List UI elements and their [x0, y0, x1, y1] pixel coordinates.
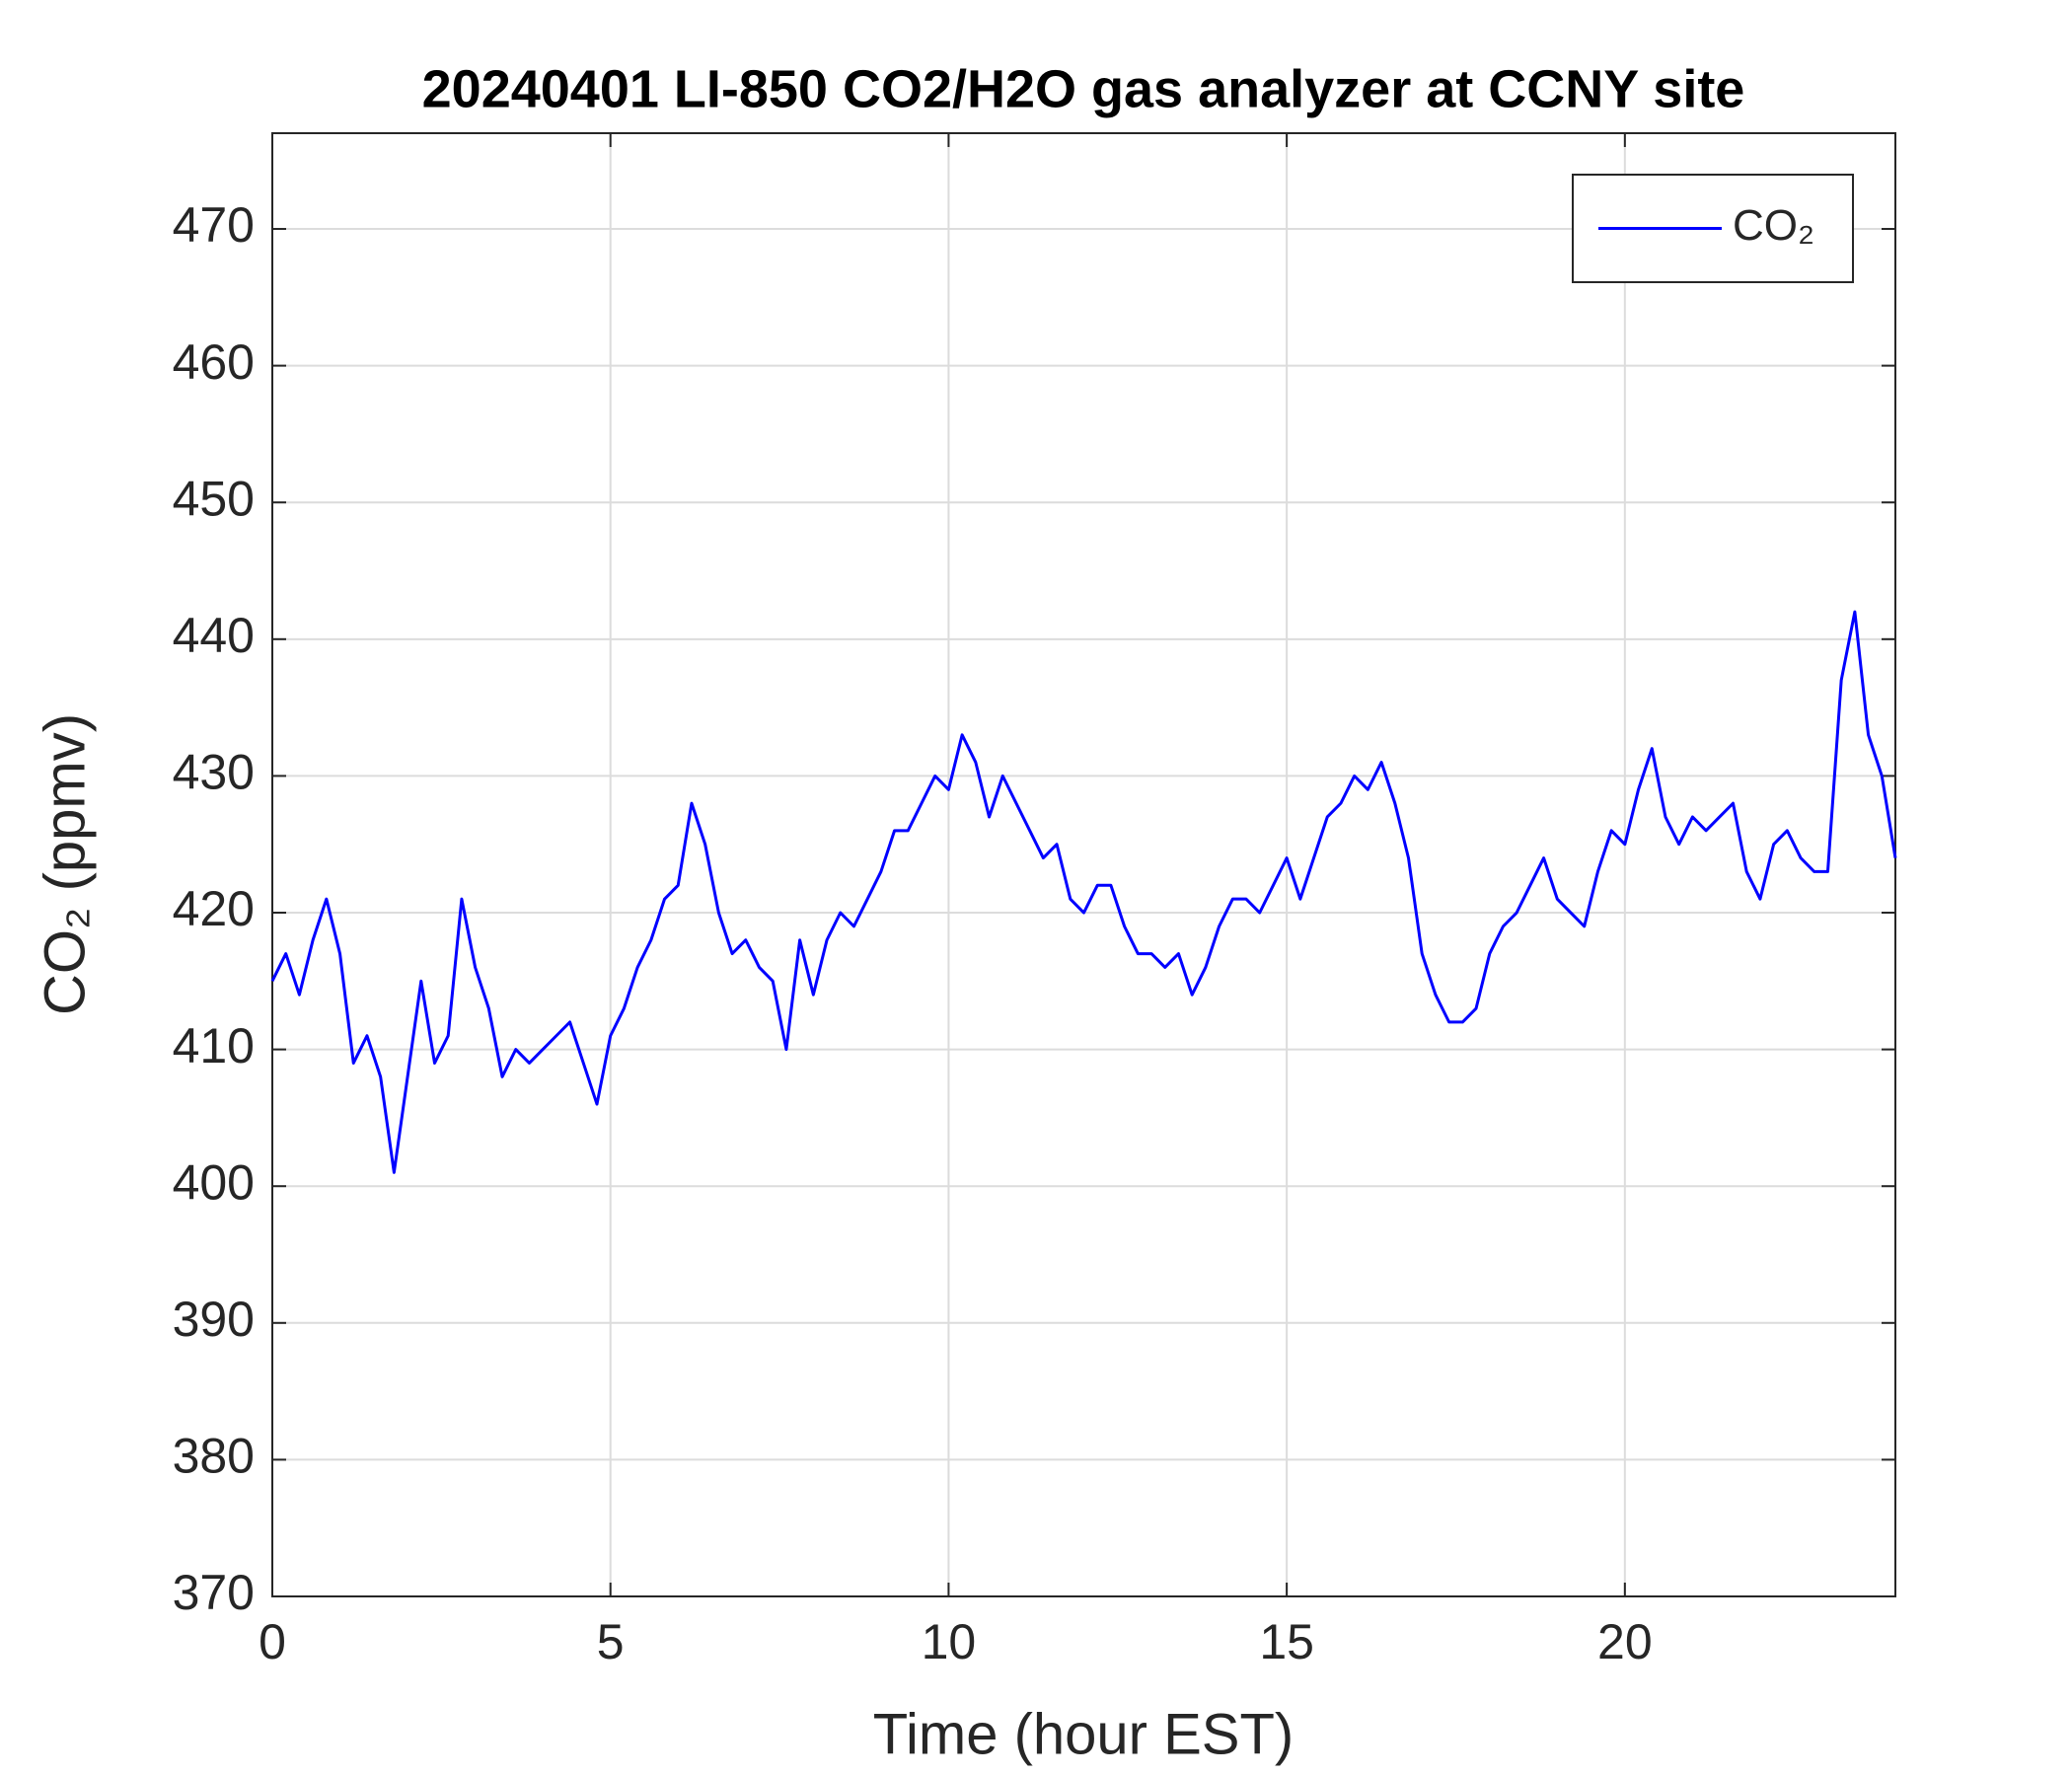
y-tick-label: 410: [173, 1018, 255, 1073]
y-tick-label: 450: [173, 471, 255, 526]
y-tick-label: 370: [173, 1565, 255, 1620]
y-tick-label: 470: [173, 197, 255, 253]
y-tick-label: 400: [173, 1154, 255, 1210]
y-tick-label: 380: [173, 1429, 255, 1484]
legend-label: CO₂: [1733, 201, 1814, 250]
x-tick-label: 0: [259, 1614, 286, 1669]
y-tick-label: 430: [173, 745, 255, 800]
y-tick-label: 390: [173, 1292, 255, 1347]
chart-title: 20240401 LI-850 CO2/H2O gas analyzer at …: [422, 59, 1745, 118]
y-tick-label: 440: [173, 608, 255, 663]
x-tick-label: 15: [1259, 1614, 1314, 1669]
y-tick-label: 460: [173, 334, 255, 390]
plot-frame: [271, 132, 1896, 1597]
x-tick-label: 10: [922, 1614, 977, 1669]
x-tick-label: 20: [1597, 1614, 1653, 1669]
y-tick-label: 420: [173, 881, 255, 936]
x-tick-label: 5: [597, 1614, 625, 1669]
x-axis-label: Time (hour EST): [873, 1702, 1294, 1766]
y-axis-label: CO₂ (ppmv): [33, 713, 97, 1015]
data-line: [270, 610, 1897, 1174]
